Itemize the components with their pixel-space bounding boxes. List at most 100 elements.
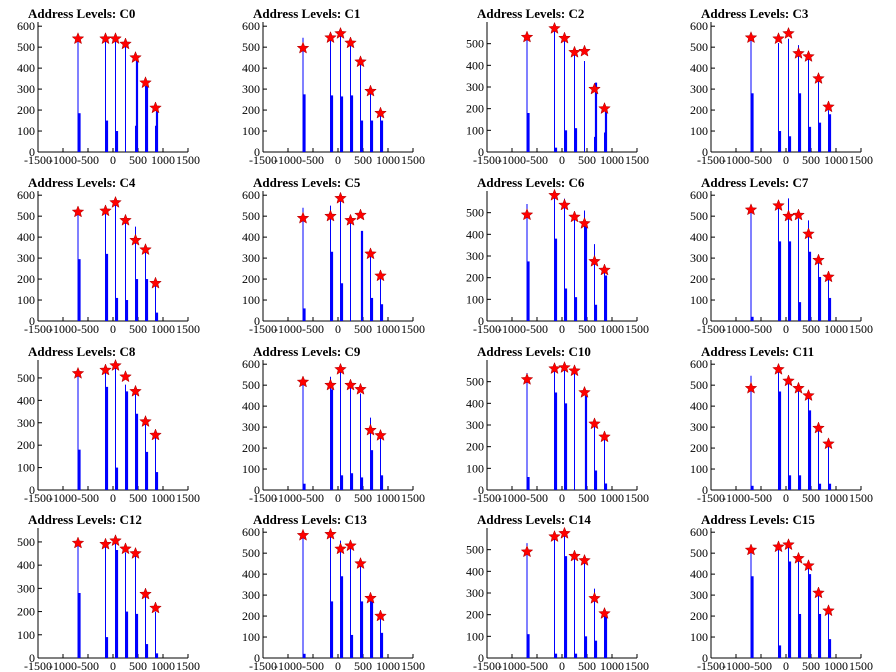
marker-star	[598, 263, 611, 276]
y-tick-label: 0	[29, 651, 35, 665]
y-tick-label: 100	[17, 461, 35, 475]
marker-star	[109, 195, 122, 208]
marker-star	[139, 414, 152, 428]
marker-star	[344, 213, 357, 226]
x-tick-label: 1000	[376, 153, 400, 167]
y-tick-label: 500	[466, 206, 484, 220]
x-tick-label: 500	[354, 491, 372, 505]
y-tick-label: 0	[702, 145, 708, 159]
y-tick-label: 200	[690, 103, 708, 117]
x-tick-label: -1500	[473, 491, 501, 505]
y-tick-label: 400	[242, 567, 260, 581]
x-tick-label: 1000	[151, 153, 175, 167]
x-tick-label: 1500	[176, 322, 200, 336]
y-tick-label: 200	[466, 271, 484, 285]
chart-panel-0: Address Levels: C0 0 100 200 300 400 500 600 -15…	[17, 6, 200, 167]
marker-star	[324, 378, 337, 391]
chart-title: Address Levels: C11	[701, 344, 814, 359]
x-tick-label: 0	[783, 153, 789, 167]
marker-star	[598, 606, 611, 619]
marker-star	[296, 375, 310, 388]
chart-title: Address Levels: C3	[701, 6, 809, 21]
marker-star	[558, 526, 571, 539]
y-tick-label: 0	[478, 145, 484, 159]
marker-star	[802, 559, 815, 572]
chart-title: Address Levels: C4	[28, 175, 136, 190]
y-tick-label: 500	[690, 378, 708, 392]
marker-star	[296, 528, 310, 541]
y-tick-label: 200	[466, 440, 484, 454]
y-tick-label: 0	[478, 483, 484, 497]
x-tick-label: 0	[559, 659, 565, 672]
y-tick-label: 0	[254, 145, 260, 159]
x-tick-label: 1000	[824, 659, 848, 672]
y-tick-label: 500	[690, 209, 708, 223]
x-tick-label: 1500	[625, 153, 649, 167]
y-tick-label: 300	[690, 82, 708, 96]
y-tick-label: 500	[466, 543, 484, 557]
marker-star	[744, 543, 758, 556]
chart-title: Address Levels: C6	[477, 175, 585, 190]
y-tick-label: 0	[29, 314, 35, 328]
marker-star	[139, 587, 152, 600]
marker-star	[558, 31, 571, 44]
y-tick-label: 300	[242, 588, 260, 602]
x-tick-label: 500	[129, 491, 147, 505]
x-tick-label: -1500	[249, 491, 277, 505]
y-tick-label: 400	[17, 61, 35, 75]
x-tick-label: -500	[77, 322, 99, 336]
marker-star	[782, 374, 795, 387]
chart-title: Address Levels: C0	[28, 6, 135, 21]
chart-panel-6: Address Levels: C60100200300400500-1500-…	[466, 175, 649, 336]
y-tick-label: 200	[690, 441, 708, 455]
marker-star	[119, 213, 132, 226]
x-tick-label: -500	[526, 659, 548, 672]
y-tick-label: 100	[242, 630, 260, 644]
x-tick-label: 500	[354, 153, 372, 167]
x-tick-label: -1500	[473, 659, 501, 672]
marker-star	[520, 208, 534, 221]
chart-title: Address Levels: C7	[701, 175, 809, 190]
x-tick-label: 500	[129, 659, 147, 672]
y-tick-label: 100	[690, 630, 708, 644]
y-tick-label: 300	[466, 586, 484, 600]
marker-star	[364, 591, 377, 604]
y-tick-label: 500	[242, 546, 260, 560]
marker-star	[364, 423, 377, 436]
x-tick-label: 500	[802, 659, 820, 672]
marker-star	[588, 591, 601, 604]
marker-star	[548, 188, 561, 201]
marker-star	[354, 556, 367, 570]
marker-star	[548, 361, 561, 375]
x-tick-label: 0	[559, 322, 565, 336]
marker-star	[149, 101, 162, 114]
x-tick-label: -500	[302, 491, 324, 505]
y-tick-label: 200	[242, 103, 260, 117]
marker-star	[578, 44, 591, 57]
y-tick-label: 600	[242, 525, 260, 539]
y-tick-label: 200	[17, 103, 35, 117]
y-tick-label: 300	[17, 251, 35, 265]
marker-star	[772, 540, 785, 553]
marker-star	[802, 49, 815, 63]
x-tick-label: -500	[302, 659, 324, 672]
x-tick-label: -1000	[722, 491, 750, 505]
y-tick-label: 400	[17, 230, 35, 244]
x-tick-label: -500	[750, 659, 772, 672]
x-tick-label: -500	[77, 491, 99, 505]
marker-star	[792, 551, 805, 564]
marker-star	[744, 31, 758, 44]
x-tick-label: -1000	[498, 659, 526, 672]
x-tick-label: 1500	[401, 153, 425, 167]
y-tick-label: 200	[242, 272, 260, 286]
marker-star	[822, 604, 835, 617]
x-tick-label: 500	[578, 659, 596, 672]
x-tick-label: -500	[750, 153, 772, 167]
marker-star	[344, 539, 357, 552]
x-tick-label: -1500	[24, 153, 52, 167]
y-tick-label: 0	[702, 651, 708, 665]
x-tick-label: 0	[783, 322, 789, 336]
marker-star	[792, 46, 805, 59]
y-tick-label: 100	[690, 462, 708, 476]
y-tick-label: 600	[242, 357, 260, 371]
